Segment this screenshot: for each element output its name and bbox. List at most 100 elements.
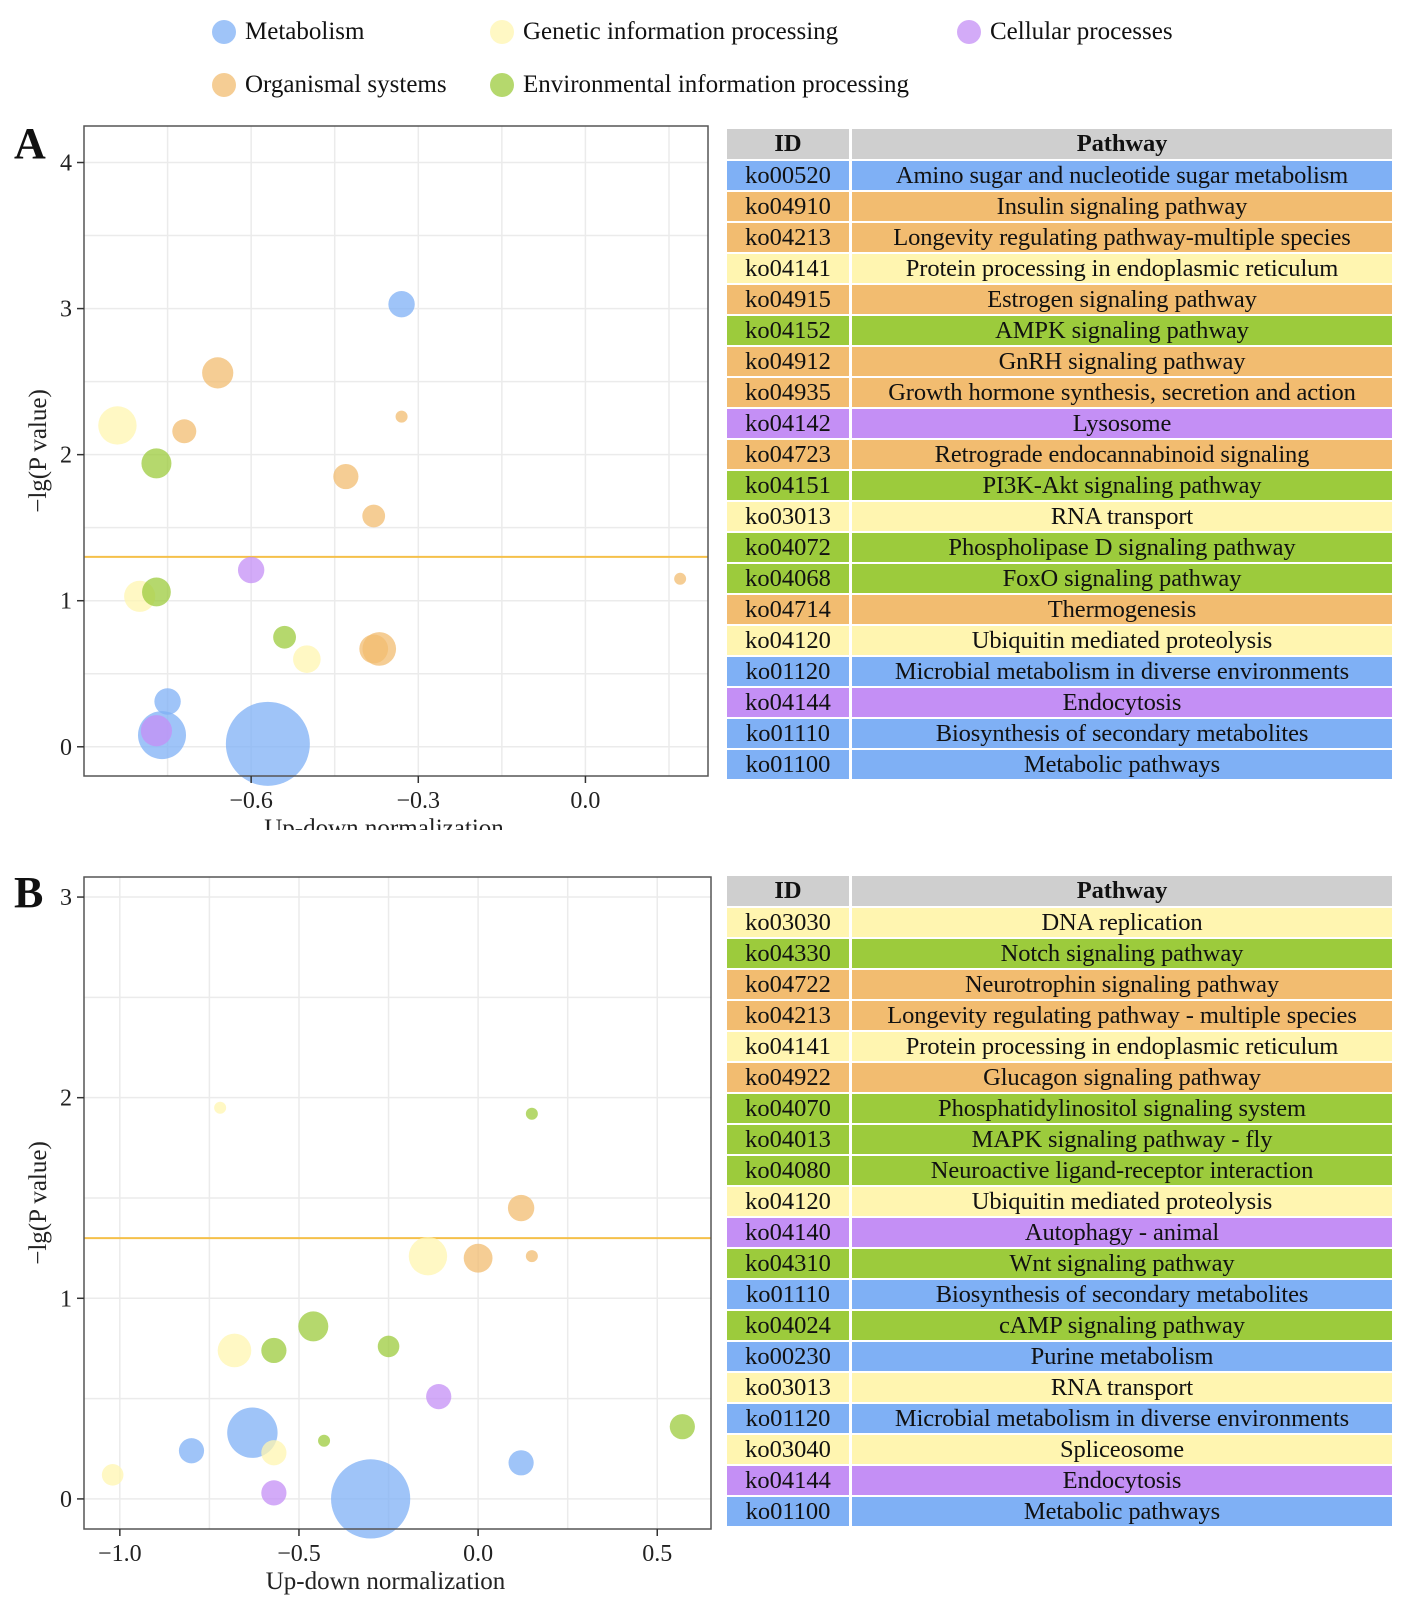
id-column-header: ID: [727, 876, 852, 908]
pathway-id: ko04141: [727, 1032, 852, 1063]
table-row: ko04714 Thermogenesis: [727, 595, 1392, 626]
table-row: ko04152 AMPK signaling pathway: [727, 316, 1392, 347]
pathway-id: ko04013: [727, 1125, 852, 1156]
panel-b-label: B: [14, 868, 44, 917]
table-row: ko04310 Wnt signaling pathway: [727, 1249, 1392, 1280]
pathway-name: Purine metabolism: [852, 1342, 1392, 1373]
pathway-name: Estrogen signaling pathway: [852, 285, 1392, 316]
pathway-name: Retrograde endocannabinoid signaling: [852, 440, 1392, 471]
data-point-cellular-processes: [237, 556, 265, 584]
y-tick-label: 1: [60, 589, 72, 615]
legend-label: Metabolism: [245, 18, 365, 45]
table-row: ko04912 GnRH signaling pathway: [727, 347, 1392, 378]
scatter-plot-a: −0.6 −0.3 0.0 0 1 2 3 4 Up-down normalization −lg…: [25, 125, 709, 830]
pathway-id: ko03030: [727, 908, 852, 939]
table-row: ko04072 Phospholipase D signaling pathway: [727, 533, 1392, 564]
pathway-id: ko04922: [727, 1063, 852, 1094]
pathway-name: Protein processing in endoplasmic reticu…: [852, 1032, 1392, 1063]
table-row: ko04070 Phosphatidylinositol signaling sy…: [727, 1094, 1392, 1125]
pathway-id: ko04714: [727, 595, 852, 626]
pathway-id: ko00520: [727, 161, 852, 192]
pathway-name: FoxO signaling pathway: [852, 564, 1392, 595]
y-tick-label: 3: [60, 297, 72, 323]
pathway-id: ko04152: [727, 316, 852, 347]
y-axis-label: −lg(P value): [25, 1141, 52, 1265]
pathway-id: ko04310: [727, 1249, 852, 1280]
table-row: ko04213 Longevity regulating pathway - mu…: [727, 1001, 1392, 1032]
table-row: ko04330 Notch signaling pathway: [727, 939, 1392, 970]
legend-label: Genetic information processing: [523, 18, 839, 45]
pathway-name: Metabolic pathways: [852, 750, 1392, 781]
pathway-name: Growth hormone synthesis, secretion and …: [852, 378, 1392, 409]
plot-frame: [83, 125, 709, 777]
table-row: ko01100 Metabolic pathways: [727, 1497, 1392, 1528]
pathway-id: ko03013: [727, 1373, 852, 1404]
pathway-id: ko01110: [727, 1280, 852, 1311]
table-row: ko04915 Estrogen signaling pathway: [727, 285, 1392, 316]
legend-item-genetic-information-processing: Genetic information processing: [490, 18, 838, 46]
pathway-name: Lysosome: [852, 409, 1392, 440]
data-point-organismal-systems: [333, 463, 359, 490]
table-row: ko04080 Neuroactive ligand-receptor inter…: [727, 1156, 1392, 1187]
pathway-name: Longevity regulating pathway - multiple …: [852, 1001, 1392, 1032]
data-point-environmental-information-processing: [525, 1107, 538, 1120]
legend-item-metabolism: Metabolism: [212, 18, 364, 46]
scatter-plot-b: −1.0 −0.5 0.0 0.5 0 1 2 3 Up-down normalization −…: [25, 876, 712, 1595]
pathway-id: ko04140: [727, 1218, 852, 1249]
table-row: ko03013 RNA transport: [727, 1373, 1392, 1404]
pathway-id: ko04024: [727, 1311, 852, 1342]
pathway-name: Glucagon signaling pathway: [852, 1063, 1392, 1094]
pathway-id: ko04120: [727, 626, 852, 657]
data-point-genetic-information-processing: [101, 1464, 124, 1486]
pathway-id: ko01120: [727, 1404, 852, 1435]
data-point-cellular-processes: [261, 1480, 287, 1506]
legend-item-environmental-information-processing: Environmental information processing: [490, 71, 909, 99]
x-tick-label: 0.5: [642, 1541, 672, 1567]
pathway-id: ko01110: [727, 719, 852, 750]
table-row: ko01110 Biosynthesis of secondary metabol…: [727, 1280, 1392, 1311]
table-row: ko04141 Protein processing in endoplasmic…: [727, 254, 1392, 285]
pathway-column-header: Pathway: [852, 876, 1392, 908]
y-tick-label: 3: [60, 885, 72, 911]
pathway-name: Notch signaling pathway: [852, 939, 1392, 970]
pathway-name: Biosynthesis of secondary metabolites: [852, 719, 1392, 750]
data-point-organismal-systems: [463, 1243, 493, 1273]
pathway-id: ko01120: [727, 657, 852, 688]
legend-label: Environmental information processing: [523, 71, 910, 98]
pathway-name: Microbial metabolism in diverse environm…: [852, 1404, 1392, 1435]
table-row: ko03040 Spliceosome: [727, 1435, 1392, 1466]
plot-background: [84, 126, 708, 776]
pathway-name: Biosynthesis of secondary metabolites: [852, 1280, 1392, 1311]
pathway-id: ko04915: [727, 285, 852, 316]
pathway-name: Phosphatidylinositol signaling system: [852, 1094, 1392, 1125]
pathway-name: Endocytosis: [852, 688, 1392, 719]
data-point-genetic-information-processing: [98, 406, 137, 445]
pathway-id: ko04141: [727, 254, 852, 285]
pathway-name: Ubiquitin mediated proteolysis: [852, 626, 1392, 657]
data-point-environmental-information-processing: [273, 625, 296, 649]
x-axis-label: Up-down normalization: [266, 1568, 506, 1595]
data-point-genetic-information-processing: [408, 1236, 448, 1276]
pathway-name: Wnt signaling pathway: [852, 1249, 1392, 1280]
data-point-metabolism: [225, 701, 310, 786]
pathway-name: Neurotrophin signaling pathway: [852, 970, 1392, 1001]
table-row: ko04722 Neurotrophin signaling pathway: [727, 970, 1392, 1001]
pathway-id: ko00230: [727, 1342, 852, 1373]
table-row: ko04213 Longevity regulating pathway-mult…: [727, 223, 1392, 254]
plot-frame: [83, 876, 712, 1530]
y-axis-label: −lg(P value): [25, 389, 52, 513]
pathway-name: Ubiquitin mediated proteolysis: [852, 1187, 1392, 1218]
pathway-id: ko04330: [727, 939, 852, 970]
pathway-name: RNA transport: [852, 1373, 1392, 1404]
pathway-id: ko04080: [727, 1156, 852, 1187]
data-point-metabolism: [154, 688, 181, 715]
pathway-name: cAMP signaling pathway: [852, 1311, 1392, 1342]
table-row: ko04140 Autophagy - animal: [727, 1218, 1392, 1249]
pathway-name: PI3K-Akt signaling pathway: [852, 471, 1392, 502]
pathway-id: ko04068: [727, 564, 852, 595]
pathway-id: ko04912: [727, 347, 852, 378]
data-point-organismal-systems: [395, 410, 408, 423]
pathway-name: Spliceosome: [852, 1435, 1392, 1466]
x-tick-label: 0.0: [570, 788, 600, 814]
legend-item-cellular-processes: Cellular processes: [957, 18, 1173, 46]
